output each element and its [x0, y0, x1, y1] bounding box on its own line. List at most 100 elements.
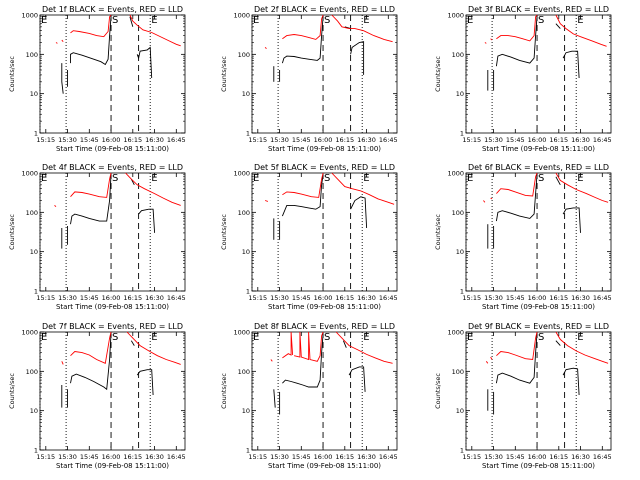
chart-title: Det 1f BLACK = Events, RED = LLD: [42, 5, 183, 14]
x-axis-label: Start Time (09-Feb-08 15:11:00): [56, 303, 169, 311]
x-axis-label: Start Time (09-Feb-08 15:11:00): [268, 462, 381, 470]
x-tick-label: 15:45: [506, 294, 525, 302]
series-lld-line: [126, 331, 181, 365]
x-tick-label: 16:30: [145, 453, 164, 461]
x-tick-label: 16:45: [593, 136, 612, 144]
x-tick-label: 16:15: [335, 294, 354, 302]
x-tick-label: 16:30: [145, 294, 164, 302]
series-events-line: [136, 369, 154, 396]
series-events-line: [282, 333, 324, 388]
chart-panel: Det 5f BLACK = Events, RED = LLD 1 10 100 10…: [220, 163, 398, 311]
series-lld-line: [264, 200, 269, 202]
series-lld-line: [496, 172, 538, 197]
chart-panel: Det 2f BLACK = Events, RED = LLD 1 10 100 10…: [220, 5, 398, 153]
series-lld-line: [282, 331, 294, 359]
chart-title: Det 2f BLACK = Events, RED = LLD: [254, 5, 395, 14]
series-events-line: [70, 174, 112, 225]
event-mark-label: E: [151, 332, 157, 343]
y-tick-label: 100: [238, 368, 250, 376]
series-lld-line: [484, 42, 487, 44]
y-tick-label: 1: [34, 447, 38, 455]
x-tick-label: 16:30: [571, 453, 590, 461]
event-mark-label: E: [253, 332, 259, 343]
x-tick-label: 15:15: [36, 453, 55, 461]
series-events-line: [495, 174, 538, 222]
x-tick-label: 16:00: [102, 136, 121, 144]
x-tick-label: 15:15: [462, 136, 481, 144]
series-lld-line: [70, 331, 112, 364]
y-tick-label: 10: [456, 248, 464, 256]
x-tick-label: 16:45: [379, 294, 398, 302]
x-tick-label: 16:30: [357, 453, 376, 461]
series-lld-line: [555, 14, 607, 47]
x-axis-label: Start Time (09-Feb-08 15:11:00): [268, 145, 381, 153]
x-tick-label: 16:45: [379, 453, 398, 461]
x-tick-label: 15:45: [292, 136, 311, 144]
event-mark-label: E: [467, 332, 473, 343]
series-lld-line: [490, 197, 493, 200]
x-tick-label: 16:15: [549, 453, 568, 461]
y-tick-label: 10: [30, 248, 38, 256]
x-tick-label: 15:45: [506, 136, 525, 144]
event-mark-label: S: [324, 332, 330, 343]
x-tick-label: 16:45: [167, 453, 186, 461]
x-tick-label: 16:00: [314, 136, 333, 144]
series-events-line: [495, 16, 538, 67]
chart-title: Det 6f BLACK = Events, RED = LLD: [468, 163, 609, 172]
event-mark-label: E: [577, 332, 583, 343]
series-lld-line: [293, 331, 324, 362]
chart-title: Det 5f BLACK = Events, RED = LLD: [254, 163, 395, 172]
chart-panel: Det 7f BLACK = Events, RED = LLD 1 10 100 10…: [8, 322, 186, 470]
y-tick-label: 1000: [233, 12, 250, 20]
x-tick-label: 16:30: [357, 294, 376, 302]
y-tick-label: 100: [238, 51, 250, 59]
y-tick-label: 1: [246, 447, 250, 455]
event-mark-label: S: [538, 332, 544, 343]
x-tick-label: 16:15: [123, 453, 142, 461]
y-tick-label: 100: [26, 209, 38, 217]
x-tick-label: 16:15: [549, 136, 568, 144]
y-axis-label: Counts/sec: [434, 373, 442, 409]
chart-panel: Det 8f BLACK = Events, RED = LLD 1 10 100 10…: [220, 322, 398, 470]
x-tick-label: 16:00: [314, 453, 333, 461]
series-events-line: [281, 16, 324, 64]
y-tick-label: 10: [30, 90, 38, 98]
x-tick-label: 15:30: [270, 294, 289, 302]
x-tick-label: 16:45: [593, 453, 612, 461]
event-mark-label: E: [41, 173, 47, 184]
series-lld-line: [70, 14, 112, 38]
chart-panel: Det 3f BLACK = Events, RED = LLD 1 10 100 10…: [434, 5, 612, 153]
series-events-line: [70, 16, 112, 66]
x-axis-label: Start Time (09-Feb-08 15:11:00): [268, 303, 381, 311]
series-lld-line: [61, 39, 64, 42]
plot-frame: [39, 14, 186, 134]
y-tick-label: 10: [456, 407, 464, 415]
x-tick-label: 16:00: [528, 136, 547, 144]
chart-title: Det 8f BLACK = Events, RED = LLD: [254, 322, 395, 331]
y-axis-label: Counts/sec: [220, 214, 228, 250]
event-mark-label: S: [112, 173, 118, 184]
x-tick-label: 15:30: [484, 294, 503, 302]
event-mark-label: E: [467, 173, 473, 184]
series-events-line: [562, 50, 580, 79]
y-tick-label: 100: [238, 209, 250, 217]
x-tick-label: 16:15: [335, 136, 354, 144]
x-tick-label: 15:15: [248, 294, 267, 302]
series-lld-line: [485, 361, 489, 364]
chart-panel: Det 4f BLACK = Events, RED = LLD 1 10 100 10…: [8, 163, 186, 311]
y-tick-label: 100: [26, 51, 38, 59]
x-tick-label: 16:00: [314, 294, 333, 302]
event-mark-label: S: [112, 15, 118, 26]
series-events-line: [562, 367, 580, 396]
event-mark-label: E: [363, 15, 369, 26]
x-tick-label: 15:30: [270, 136, 289, 144]
event-mark-label: E: [151, 173, 157, 184]
series-lld-line: [282, 14, 324, 40]
series-events-line: [61, 63, 64, 94]
plot-frame: [465, 14, 612, 134]
series-events-line: [562, 207, 581, 233]
series-events-line: [273, 389, 276, 408]
chart-panel: Det 1f BLACK = Events, RED = LLD 1 10 100 10…: [8, 5, 186, 153]
plot-frame: [251, 172, 398, 292]
